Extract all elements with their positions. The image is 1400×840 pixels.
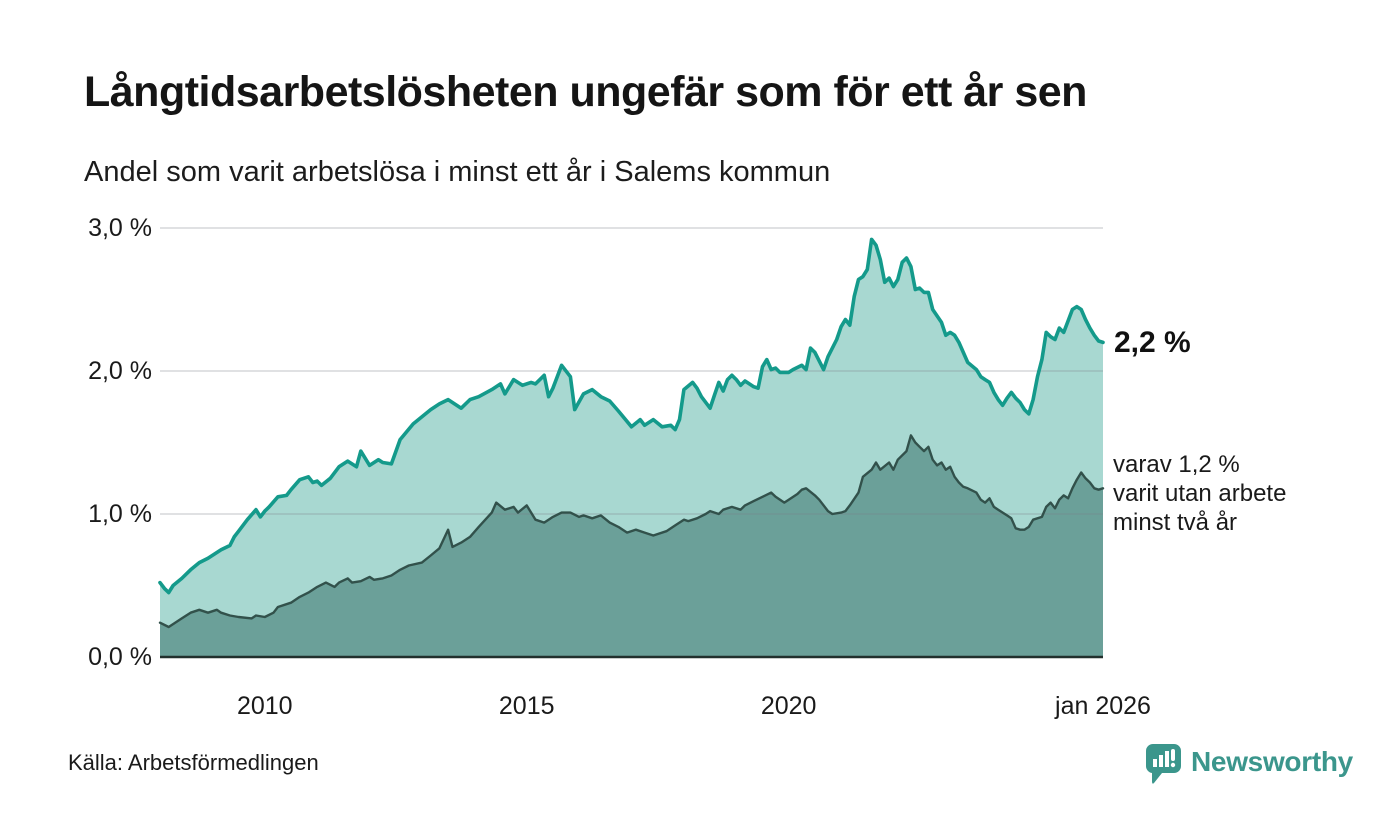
logo-bubble-shape <box>1146 744 1181 784</box>
x-tick-label-2020: 2020 <box>760 692 817 720</box>
series-line-two-years <box>158 434 1105 629</box>
chart-subtitle: Andel som varit arbetslösa i minst ett å… <box>84 156 831 188</box>
x-tick-label-2010: 2010 <box>236 692 293 720</box>
secondary-annotation: varav 1,2 % varit utan arbete minst två … <box>1113 450 1286 537</box>
logo-exclamation-bar <box>1171 749 1175 761</box>
newsworthy-icon <box>1146 744 1181 784</box>
area-fill-two-years <box>160 435 1103 657</box>
logo-text: Newsworthy <box>1191 746 1353 777</box>
y-tick-label-0,0%: 0,0 % <box>88 643 152 671</box>
newsworthy-logo: Newsworthy <box>1146 744 1353 784</box>
source-note: Källa: Arbetsförmedlingen <box>68 750 319 775</box>
logo-exclamation-dot <box>1170 762 1176 768</box>
logo-bar-tall <box>1165 751 1169 767</box>
page-title: Långtidsarbetslösheten ungefär som för e… <box>84 68 1087 116</box>
y-tick-label-2,0%: 2,0 % <box>88 357 152 385</box>
logo-bar-short <box>1153 759 1157 767</box>
x-tick-label-jan-2026: jan 2026 <box>1055 692 1151 720</box>
logo-bar-medium <box>1159 755 1163 767</box>
secondary-annotation-line3: minst två år <box>1113 509 1238 536</box>
y-tick-label-1,0%: 1,0 % <box>88 500 152 528</box>
y-tick-label-3,0%: 3,0 % <box>88 214 152 242</box>
end-value-label: 2,2 % <box>1114 326 1191 359</box>
series-line-one-year <box>158 237 1105 595</box>
secondary-annotation-line2: varit utan arbete <box>1113 480 1287 507</box>
secondary-annotation-line1: varav 1,2 % <box>1113 451 1240 478</box>
x-tick-label-2015: 2015 <box>498 692 555 720</box>
gridlines-overlay <box>160 227 1103 515</box>
